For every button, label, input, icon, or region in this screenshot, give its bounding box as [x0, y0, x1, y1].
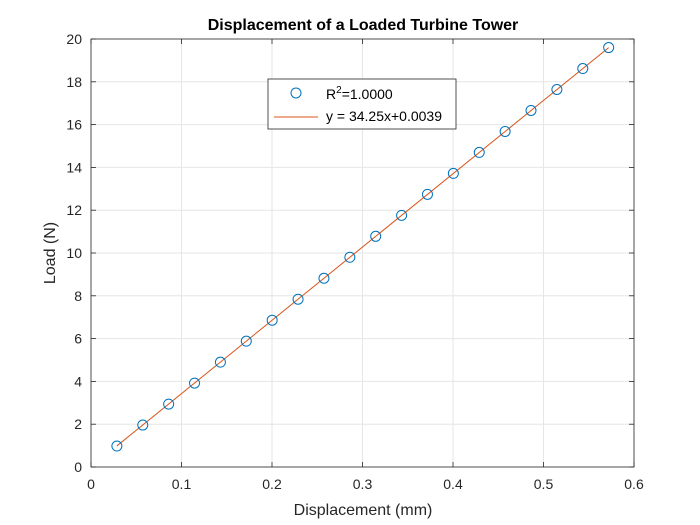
data-point — [111, 440, 123, 452]
legend-box — [267, 78, 457, 130]
y-tick-label: 12 — [66, 202, 82, 218]
y-tick-label: 8 — [74, 288, 82, 304]
data-point — [292, 293, 304, 305]
data-point — [318, 272, 330, 284]
data-point — [603, 42, 615, 54]
y-tick-label: 10 — [66, 245, 82, 261]
legend-label-fit: y = 34.25x+0.0039 — [326, 108, 442, 124]
y-tick-label: 2 — [74, 416, 82, 432]
data-point — [525, 104, 537, 116]
y-axis-label: Load (N) — [42, 222, 59, 284]
fit-line — [116, 47, 609, 447]
x-tick-label: 0.4 — [443, 476, 463, 492]
y-tick-label: 20 — [66, 31, 82, 47]
data-layer — [111, 42, 615, 452]
y-tick-label: 6 — [74, 331, 82, 347]
data-point — [137, 419, 149, 431]
y-tick-label: 0 — [74, 459, 82, 475]
y-tick-label: 14 — [66, 159, 82, 175]
x-tick-label: 0.2 — [262, 476, 282, 492]
y-tick-label: 16 — [66, 117, 82, 133]
data-point — [473, 146, 485, 158]
data-point — [344, 251, 356, 263]
legend: R2=1.0000 y = 34.25x+0.0039 — [267, 78, 457, 130]
x-tick-label: 0.6 — [624, 476, 644, 492]
data-point — [240, 335, 252, 347]
data-point — [214, 356, 226, 368]
legend-label-points: R2=1.0000 — [326, 85, 393, 102]
data-point — [189, 377, 201, 389]
data-point — [163, 398, 175, 410]
x-tick-label: 0.3 — [353, 476, 373, 492]
data-point — [421, 188, 433, 200]
data-point — [447, 167, 459, 179]
x-axis-label: Displacement (mm) — [294, 502, 433, 519]
x-tick-label: 0.5 — [534, 476, 554, 492]
data-point — [577, 63, 589, 75]
data-point — [370, 230, 382, 242]
data-point — [499, 125, 511, 137]
data-point — [266, 314, 278, 326]
legend-marker-points — [290, 87, 302, 99]
y-tick-label: 4 — [74, 373, 82, 389]
chart-title: Displacement of a Loaded Turbine Tower — [208, 17, 519, 34]
data-point — [396, 209, 408, 221]
x-tick-label: 0 — [87, 476, 95, 492]
y-tick-label: 18 — [66, 74, 82, 90]
data-point — [551, 84, 563, 95]
x-tick-label: 0.1 — [172, 476, 192, 492]
axis-ticks: 0 0.1 0.2 0.3 0.4 0.5 0.6 0 2 4 6 8 10 12 14 16 18 20 — [66, 31, 644, 492]
